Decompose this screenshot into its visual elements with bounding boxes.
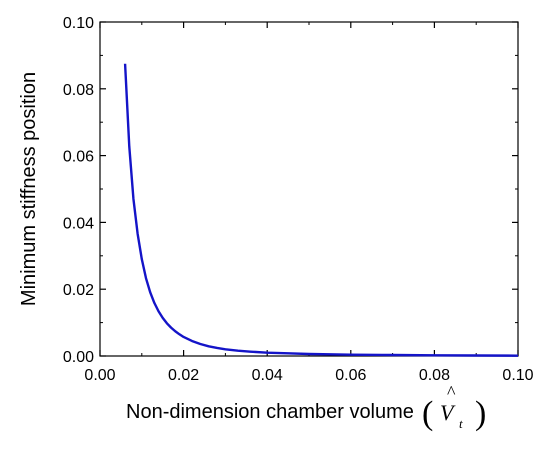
- plot-frame: [99, 21, 519, 357]
- x-axis-title-right-paren: ): [475, 395, 486, 432]
- x-tick-label: 0.08: [419, 367, 450, 384]
- y-tick-label: 0.06: [63, 149, 94, 166]
- y-tick-label: 0.10: [63, 15, 94, 32]
- y-tick-label: 0.08: [63, 82, 94, 99]
- x-tick-labels: 0.00 0.02 0.04 0.06 0.08 0.10: [84, 367, 533, 384]
- y-tick-label: 0.04: [63, 215, 94, 232]
- x-tick-label: 0.04: [252, 367, 283, 384]
- y-tick-label: 0.02: [63, 282, 94, 299]
- x-tick-label: 0.06: [335, 367, 366, 384]
- series-group: [123, 63, 519, 357]
- x-axis-title-text: Non-dimension chamber volume: [126, 401, 414, 423]
- series-line: [123, 63, 519, 357]
- x-axis-title-subscript: t: [459, 416, 463, 431]
- y-tick-label: 0.00: [63, 349, 94, 366]
- y-axis-title: Minimum stiffness position: [18, 72, 40, 306]
- x-tick-label: 0.02: [168, 367, 199, 384]
- x-axis-title: Non-dimension chamber volume ( ^ V t ): [126, 382, 486, 432]
- x-axis-title-symbol: V: [440, 400, 456, 425]
- x-tick-label: 0.00: [84, 367, 115, 384]
- x-axis-title-left-paren: (: [422, 395, 433, 432]
- x-tick-label: 0.10: [502, 367, 533, 384]
- axis-ticks: [99, 21, 519, 357]
- x-axis-title-hat: ^: [447, 382, 456, 402]
- y-tick-labels: 0.00 0.02 0.04 0.06 0.08 0.10: [63, 15, 94, 366]
